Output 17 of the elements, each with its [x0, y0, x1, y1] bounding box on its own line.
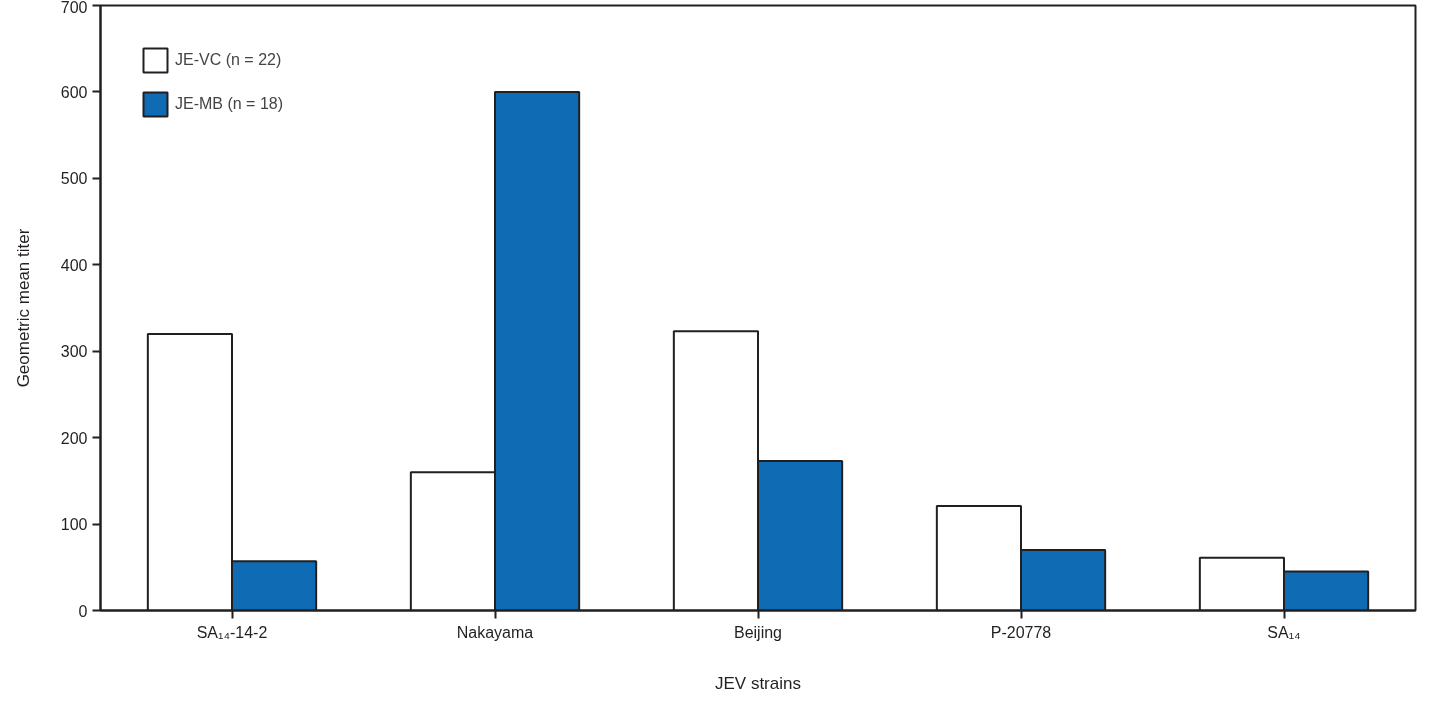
- x-tick-label: P-20778: [990, 623, 1052, 641]
- y-tick-label: 200: [60, 429, 88, 447]
- y-tick-label: 700: [60, 0, 88, 16]
- y-tick-label: 600: [60, 83, 88, 101]
- legend-label: JE-MB (n = 18): [175, 95, 284, 113]
- y-tick-label: 400: [60, 256, 88, 274]
- x-axis-title: JEV strains: [715, 673, 801, 693]
- y-tick-label: 300: [60, 343, 88, 361]
- y-tick-label: 0: [78, 602, 88, 620]
- x-tick-label: SA₁₄-14-2: [196, 623, 268, 641]
- y-tick-label: 100: [60, 516, 88, 534]
- x-tick-label: SA₁₄: [1267, 623, 1301, 641]
- legend-label: JE-VC (n = 22): [175, 51, 282, 69]
- x-tick-label: Nakayama: [456, 623, 534, 641]
- x-tick-label: Beijing: [733, 623, 783, 641]
- y-tick-label: 500: [60, 170, 88, 188]
- y-axis-title: Geometric mean titer: [13, 228, 33, 388]
